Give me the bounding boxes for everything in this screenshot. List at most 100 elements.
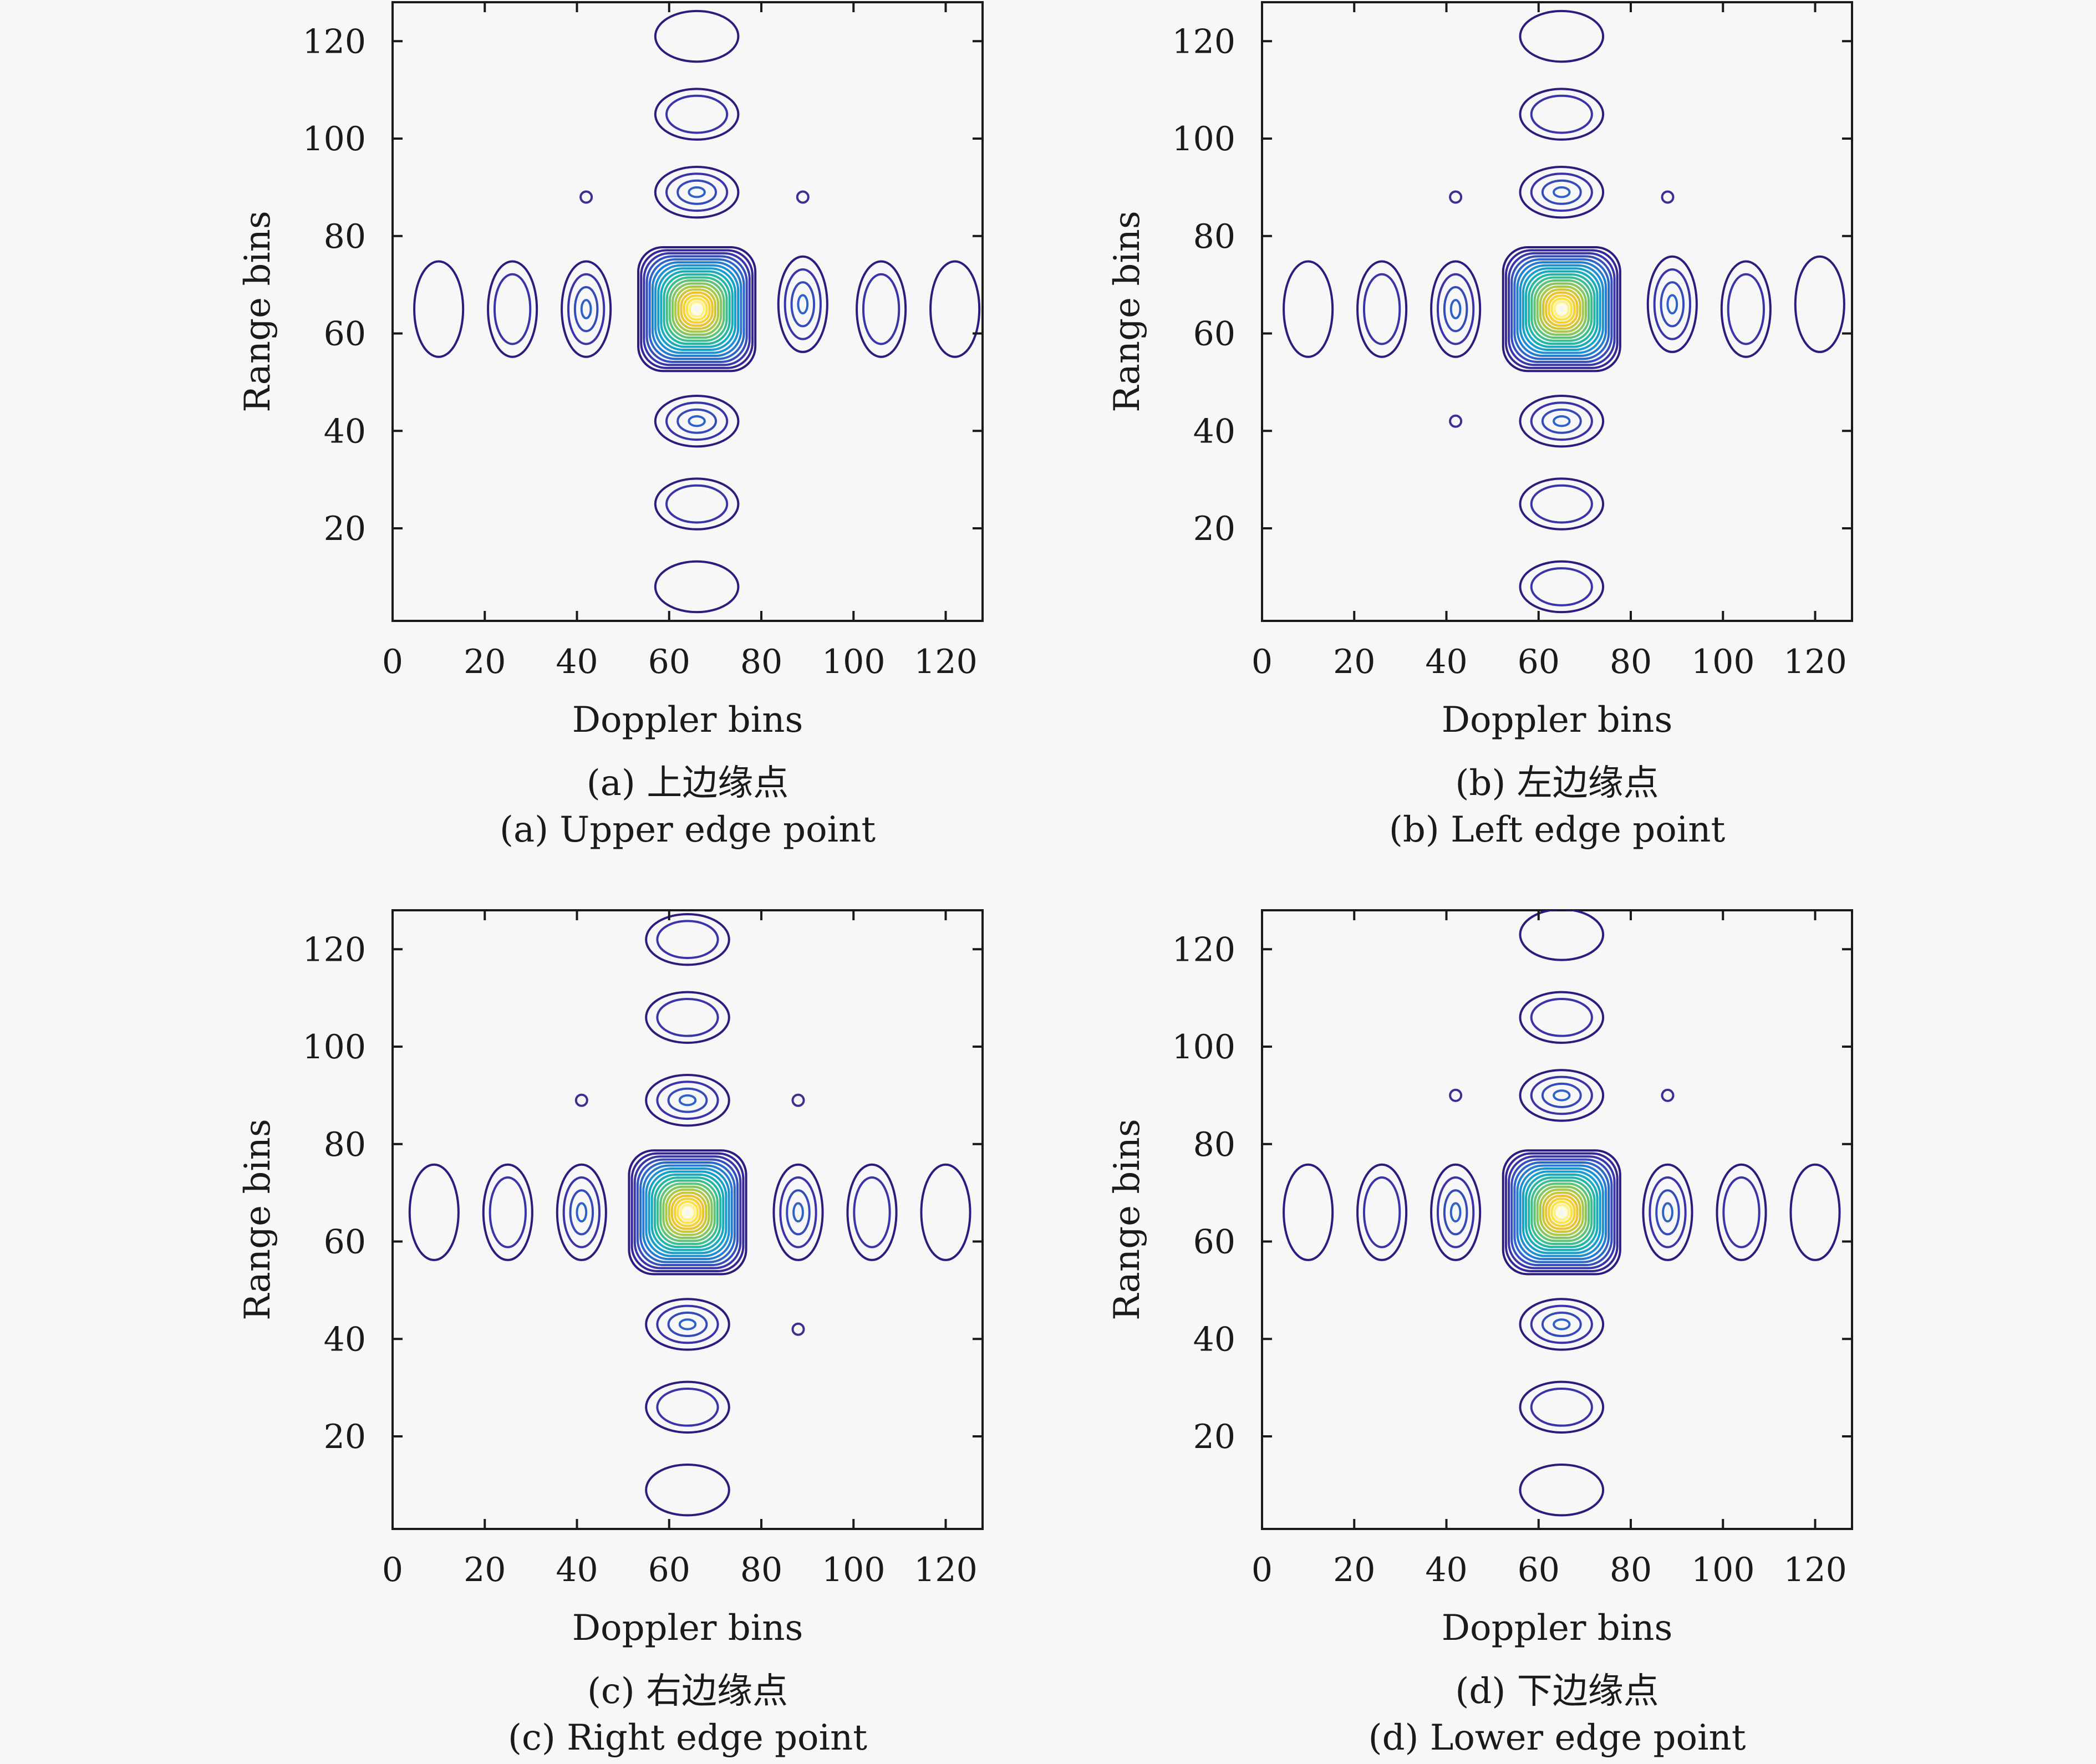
main-lobe-contour (657, 267, 737, 351)
sidelobe-contour (408, 1163, 460, 1261)
main-lobe-contour (668, 1191, 708, 1233)
y-tick-label: 40 (1193, 412, 1235, 451)
sidelobe-contour (654, 560, 740, 614)
main-lobe-contour (654, 264, 740, 354)
sidelobe-contour (1662, 1202, 1673, 1223)
main-lobe-contour (668, 279, 725, 339)
y-tick-label: 80 (1193, 1125, 1235, 1164)
y-tick-label: 20 (324, 1418, 366, 1456)
y-axis-label: Range bins (237, 211, 278, 412)
main-lobe-contour (1508, 252, 1616, 366)
sidelobe-contour (1519, 560, 1605, 614)
y-axis-label: Range bins (237, 1119, 278, 1321)
x-tick-label: 100 (822, 1551, 886, 1589)
y-tick-label: 80 (324, 217, 366, 256)
sidelobe-contour (1553, 415, 1571, 427)
sidelobe-contour (1541, 1311, 1582, 1337)
x-tick-label: 60 (648, 1551, 690, 1589)
sidelobe-contour (645, 1464, 730, 1517)
x-tick-label: 0 (1252, 643, 1273, 681)
main-lobe-contour (1519, 264, 1604, 354)
caption-cn: (a) 上边缘点 (587, 763, 788, 804)
sidelobe-contour (1553, 1089, 1571, 1102)
main-lobe-contour (1510, 255, 1613, 363)
sidelobe-contour (1530, 997, 1593, 1037)
sidelobe-contour (1655, 1189, 1680, 1236)
x-tick-label: 100 (1691, 643, 1755, 681)
sidelobe-contour (1362, 273, 1401, 345)
sidelobe-contour (688, 186, 706, 198)
sidelobe-contour (556, 1163, 607, 1261)
sidelobe-contour (1436, 1176, 1475, 1248)
x-tick-label: 80 (1610, 643, 1652, 681)
sidelobe-contour (654, 395, 740, 448)
main-lobe-contour (650, 1173, 725, 1251)
sidelobe-contour (1530, 401, 1593, 441)
main-lobe-contour (637, 246, 757, 373)
sidelobe-contour (1283, 1163, 1334, 1261)
x-tick-label: 60 (1518, 643, 1560, 681)
sidelobe-contour (645, 913, 730, 966)
sidelobe-contour (1530, 172, 1593, 212)
main-lobe-contour (677, 288, 716, 330)
main-lobe-contour (1502, 1149, 1621, 1276)
main-lobe-contour (1539, 285, 1584, 333)
x-tick-label: 80 (740, 1551, 782, 1589)
y-tick-label: 100 (302, 120, 366, 159)
x-tick-label: 40 (1425, 1551, 1467, 1589)
sidelobe-contour (1530, 94, 1593, 134)
sidelobe-contour (1283, 260, 1334, 358)
sidelobe-contour (573, 285, 599, 333)
isolated-contour (791, 1093, 805, 1107)
sidelobe-contour (667, 1087, 708, 1113)
x-tick-label: 20 (464, 643, 506, 681)
y-tick-label: 100 (1172, 120, 1235, 159)
x-tick-label: 80 (1610, 1551, 1652, 1589)
sidelobe-contour (1519, 991, 1605, 1044)
y-tick-label: 60 (324, 315, 366, 354)
main-lobe-contour (657, 1179, 719, 1245)
sidelobe-contour (1666, 294, 1678, 315)
main-lobe-contour (1536, 282, 1587, 336)
sidelobe-contour (1449, 299, 1462, 319)
sidelobe-contour (654, 9, 740, 63)
main-lobe-contour (688, 300, 705, 318)
sidelobe-contour (1430, 1163, 1482, 1261)
y-tick-label: 60 (1193, 1223, 1235, 1262)
contour-lines (408, 913, 971, 1517)
sidelobe-contour (1541, 408, 1582, 434)
x-tick-label: 120 (1783, 1551, 1847, 1589)
main-lobe-contour (665, 276, 728, 342)
sidelobe-contour (1519, 477, 1605, 531)
main-lobe-contour (691, 303, 703, 315)
main-lobe-contour (630, 1152, 745, 1272)
isolated-contour (579, 190, 593, 204)
sidelobe-contour (786, 1189, 811, 1236)
main-lobe-contour (1513, 258, 1610, 360)
sidelobe-contour (1356, 260, 1408, 358)
main-lobe-contour (639, 1161, 736, 1263)
sidelobe-contour (1720, 260, 1772, 358)
main-lobe-contour (1548, 1197, 1576, 1227)
main-lobe-contour (1530, 276, 1593, 342)
sidelobe-contour (678, 1318, 697, 1330)
main-lobe-contour (674, 285, 720, 333)
main-lobe-contour (676, 1201, 699, 1224)
x-tick-label: 80 (740, 643, 782, 681)
caption-en: (a) Upper edge point (500, 809, 876, 850)
panel-d: 0 20 40 60 80 100 120 20 40 60 80 100 120 Doppler bin… (1107, 909, 1853, 1758)
caption-cn: (c) 右边缘点 (587, 1671, 788, 1712)
sidelobe-contour (1519, 395, 1605, 448)
sidelobe-contour (1443, 1189, 1468, 1236)
sidelobe-contour (1519, 88, 1605, 141)
y-tick-label: 80 (324, 1125, 366, 1164)
sidelobe-contour (654, 166, 740, 219)
sidelobe-contour (562, 1176, 601, 1248)
sidelobe-contour (489, 1176, 527, 1248)
main-lobe-contour (633, 1155, 742, 1270)
sidelobe-contour (561, 260, 612, 358)
caption-en: (b) Left edge point (1389, 809, 1726, 850)
main-lobe-contour (1553, 1204, 1570, 1221)
x-tick-label: 20 (464, 1551, 506, 1589)
y-tick-label: 40 (1193, 1320, 1235, 1359)
